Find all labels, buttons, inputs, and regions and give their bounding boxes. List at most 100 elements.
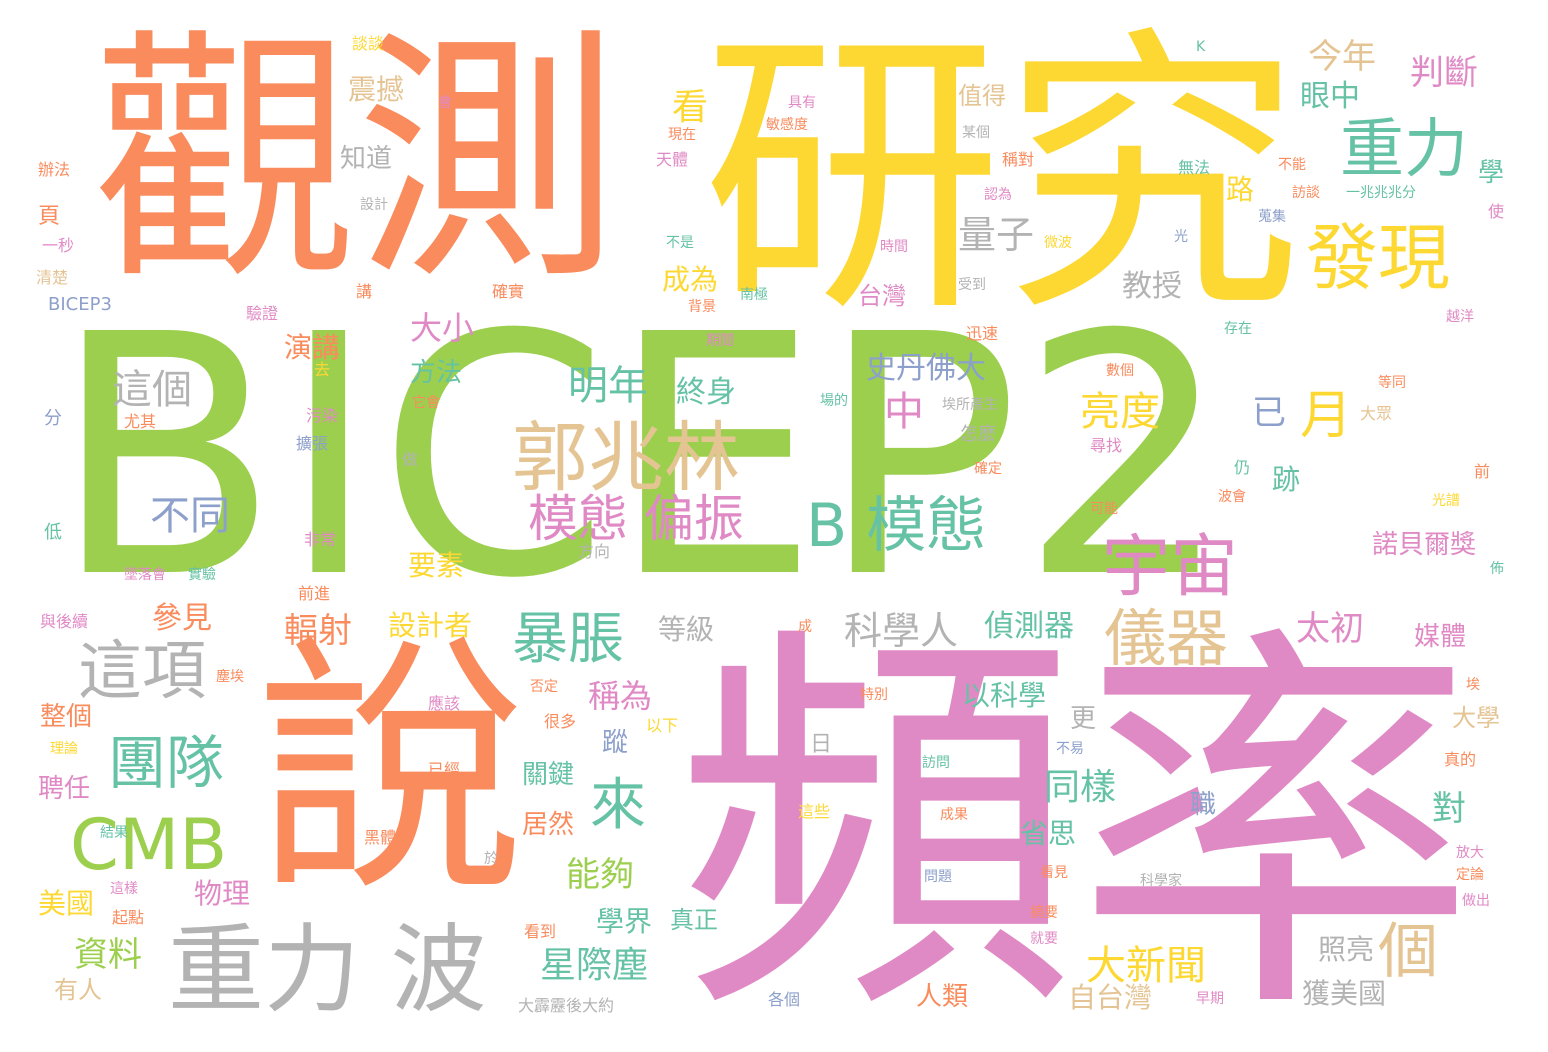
word: 埃 [1466, 677, 1480, 693]
word: 更 [1070, 704, 1097, 734]
word: 有人 [54, 976, 102, 1004]
word: 起點 [112, 908, 145, 927]
word: 同樣 [1044, 767, 1117, 808]
word: 照亮 [1318, 933, 1375, 966]
word: 真的 [1444, 750, 1477, 769]
word: 模態 偏振 [528, 490, 744, 548]
word: BICEP2 [52, 265, 1231, 651]
word: 郭兆林 [512, 413, 740, 502]
word: 可能 [1090, 501, 1118, 517]
word: 聘任 [38, 774, 91, 804]
word: 尤其 [124, 412, 157, 431]
word: 低 [44, 522, 62, 543]
word: 說 [256, 613, 526, 928]
word: 去 [314, 360, 331, 379]
word: 場的 [820, 393, 848, 409]
word: 理論 [50, 741, 78, 757]
word: 早期 [1196, 991, 1224, 1007]
word: 數個 [1106, 363, 1134, 379]
word: 稱為 [588, 677, 653, 715]
word: 媒體 [1414, 622, 1467, 652]
word: 以下 [646, 716, 679, 735]
word: 學界 [596, 905, 653, 938]
word: 墜落會 [124, 567, 166, 583]
word: 確實 [492, 282, 525, 301]
word: CMB [70, 804, 228, 886]
word: 研究 [702, 3, 1302, 352]
word: 問題 [924, 869, 952, 885]
word: 看見 [1040, 865, 1068, 881]
word: 清楚 [36, 268, 69, 287]
word: 宇宙 [1102, 528, 1239, 607]
word: 參見 [152, 601, 212, 636]
word: 輻射 [284, 611, 352, 651]
word: 日 [810, 732, 833, 757]
word: 這些 [798, 802, 831, 821]
word: 這項 [78, 635, 206, 709]
word: 受到 [958, 277, 986, 293]
word: 大小 [410, 309, 475, 347]
word: 講 [356, 282, 373, 301]
word: 不能 [1278, 157, 1306, 173]
word: 儀器 [1104, 602, 1229, 675]
word: 自台灣 [1068, 981, 1153, 1014]
word: 辦法 [38, 160, 71, 179]
word: 學 [1478, 158, 1505, 188]
word: 光譜 [1432, 493, 1460, 509]
word: 波會 [1218, 489, 1246, 505]
word: 重力 [1340, 113, 1468, 187]
word: 成為 [662, 263, 719, 296]
word: 方法 [410, 358, 463, 388]
word: 佈 [1490, 561, 1504, 577]
word: 存在 [1224, 321, 1252, 337]
word: 頁 [38, 204, 61, 229]
word: 明年 [568, 363, 648, 409]
word: 看到 [524, 922, 557, 941]
word: 大霹靂後大約 [518, 996, 615, 1015]
word: 演講 [284, 331, 341, 364]
word: 光 [1174, 229, 1188, 245]
word: 判斷 [1410, 53, 1478, 93]
word: 與後續 [40, 612, 89, 631]
word: 方向 [578, 542, 611, 561]
word: 亮度 [1080, 389, 1160, 435]
word: 做出 [1462, 893, 1490, 909]
word: 擴張 [296, 434, 329, 453]
word: 教授 [1122, 269, 1182, 304]
word: 放大 [1456, 845, 1484, 861]
word: 史丹佛大 [866, 351, 986, 386]
word: 怎麼 [960, 424, 996, 445]
word: K [1196, 39, 1206, 55]
word: 迅速 [966, 324, 999, 343]
word: 職 [1190, 790, 1217, 820]
word: 不同 [150, 493, 230, 539]
word: 發現 [1306, 216, 1451, 300]
word: 分 [44, 408, 62, 429]
word: 這個 [112, 367, 192, 413]
word: 科學家 [1140, 873, 1182, 889]
word: 以科學 [962, 679, 1047, 712]
word: 真正 [670, 906, 718, 934]
word: 天體 [656, 150, 689, 169]
word: 已經 [428, 760, 461, 779]
word: 南極 [740, 287, 768, 303]
word: 談談 [352, 34, 385, 53]
word: 無法 [1178, 158, 1211, 177]
word: 大新聞 [1086, 943, 1206, 989]
word: 諾貝爾獎 [1372, 530, 1477, 560]
word: 應該 [428, 694, 461, 713]
word: 期間 [706, 333, 734, 349]
word: 暴脹 [512, 607, 624, 672]
word: 仍 [1234, 458, 1251, 477]
word: 等同 [1378, 375, 1406, 391]
word: 台灣 [858, 282, 906, 310]
word: 眼中 [1300, 79, 1360, 114]
word: 越洋 [1446, 309, 1474, 325]
word: 星際塵 [540, 945, 649, 986]
word: 時間 [880, 239, 908, 255]
word: 人類 [916, 982, 969, 1012]
word: 前進 [298, 584, 331, 603]
word: 來 [590, 773, 646, 838]
word: 會 [438, 95, 452, 111]
